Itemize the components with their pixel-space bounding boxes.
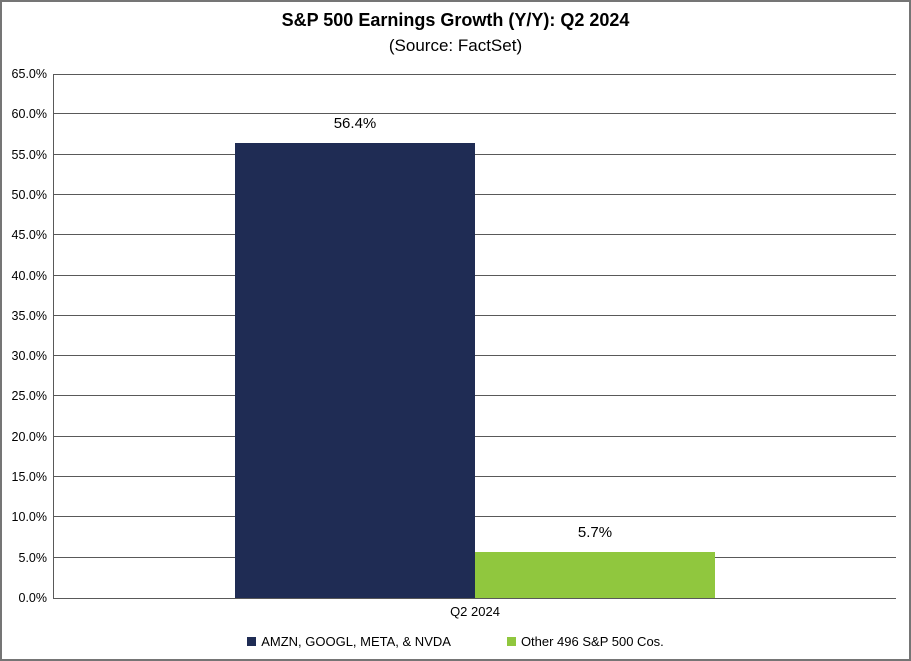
gridline — [54, 194, 896, 195]
gridline — [54, 275, 896, 276]
legend-item-amzn-googl-meta-nvda: AMZN, GOOGL, META, & NVDA — [247, 634, 451, 649]
y-axis-tick-label: 40.0% — [11, 268, 47, 283]
legend: AMZN, GOOGL, META, & NVDA Other 496 S&P 5… — [2, 634, 909, 649]
legend-label: Other 496 S&P 500 Cos. — [520, 634, 664, 649]
gridline — [54, 315, 896, 316]
legend-swatch-icon — [247, 637, 257, 646]
y-axis-tick-label: 60.0% — [11, 107, 47, 122]
gridline — [54, 234, 896, 235]
legend-item-other-496-s-p-500-cos: Other 496 S&P 500 Cos. — [506, 634, 664, 649]
y-axis-tick-label: 30.0% — [11, 349, 47, 364]
y-axis-tick-label: 20.0% — [11, 429, 47, 444]
gridline — [54, 516, 896, 517]
y-axis-tick-label: 55.0% — [11, 147, 47, 162]
y-axis-tick-label: 15.0% — [11, 470, 47, 485]
gridline — [54, 436, 896, 437]
y-axis-tick-label: 0.0% — [18, 591, 48, 605]
gridline — [54, 476, 896, 477]
y-axis-tick-label: 45.0% — [11, 228, 47, 243]
bar-amzn-googl-meta-nvda — [235, 143, 475, 598]
y-axis-tick-label: 5.0% — [18, 550, 48, 565]
gridline — [54, 355, 896, 356]
gridline — [54, 395, 896, 396]
y-axis-tick-label: 65.0% — [11, 67, 47, 81]
y-axis-tick-label: 10.0% — [11, 510, 47, 525]
gridline — [54, 154, 896, 155]
chart-subtitle: (Source: FactSet) — [388, 36, 523, 55]
legend-swatch-icon — [506, 637, 516, 646]
legend-label: AMZN, GOOGL, META, & NVDA — [261, 634, 451, 649]
plot-area: Q2 2024 56.4% 5.7% — [53, 74, 896, 619]
gridline — [54, 113, 896, 114]
y-axis: 0.0% 5.0% 10.0% 15.0% 20.0% 25.0% 30.0% 35.0% 40… — [2, 2, 47, 659]
bar-other-496-s-p-500-cos — [475, 552, 715, 598]
y-axis-tick-label: 25.0% — [11, 389, 47, 404]
y-axis-tick-label: 35.0% — [11, 308, 47, 323]
y-axis-tick-label: 50.0% — [11, 187, 47, 202]
bar-value-label: 56.4% — [333, 115, 377, 132]
bar-value-label: 5.7% — [577, 524, 613, 541]
gridline — [54, 74, 896, 75]
chart-title: S&P 500 Earnings Growth (Y/Y): Q2 2024 — [281, 10, 630, 30]
x-axis-tick-label: Q2 2024 — [450, 604, 500, 619]
